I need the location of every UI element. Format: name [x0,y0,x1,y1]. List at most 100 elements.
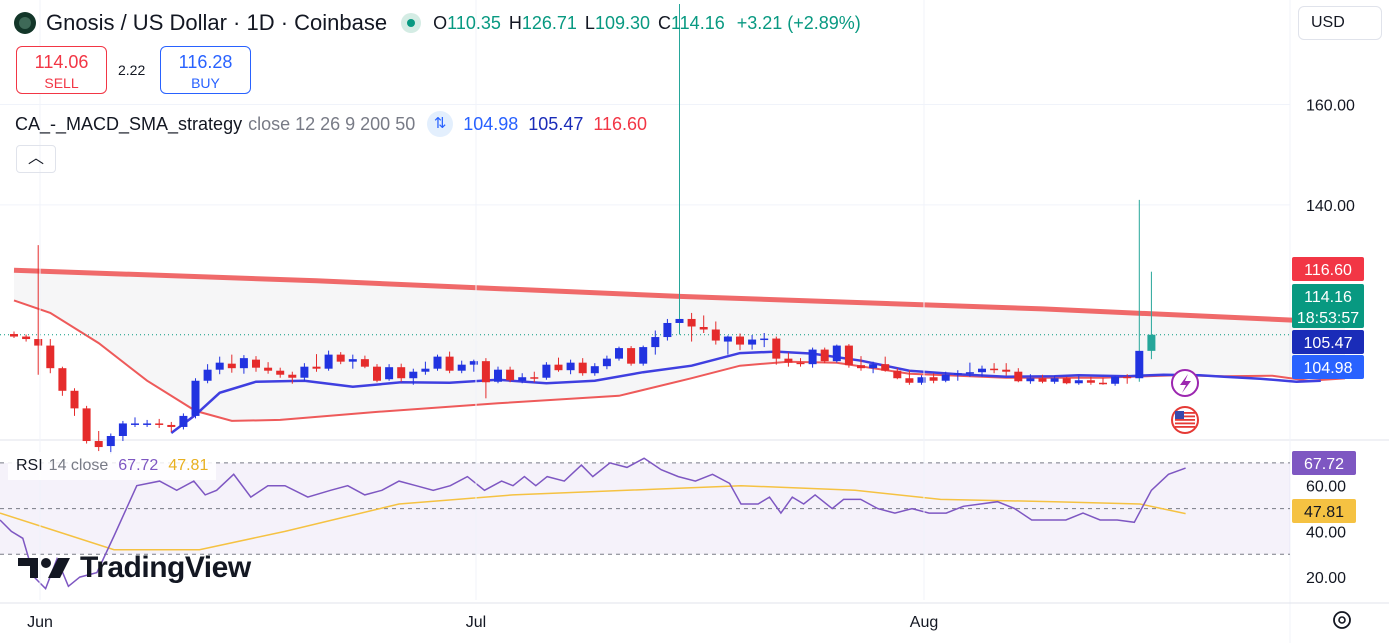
candle[interactable] [348,354,357,369]
candle[interactable] [469,359,478,372]
candle[interactable] [784,352,793,367]
candle[interactable] [639,345,648,366]
candle[interactable] [143,419,152,427]
candle[interactable] [844,344,853,368]
candle[interactable] [675,4,684,335]
candle[interactable] [1074,375,1083,385]
strategy-legend[interactable]: CA_-_MACD_SMA_strategy close 12 26 9 200… [15,111,647,137]
candle[interactable] [917,375,926,385]
candle[interactable] [699,315,708,334]
candle[interactable] [22,334,31,342]
us-flag-icon[interactable] [1171,406,1199,434]
candle[interactable] [542,362,551,380]
candle[interactable] [1002,363,1011,376]
candle[interactable] [506,366,515,383]
candle[interactable] [566,359,575,375]
candle[interactable] [118,420,127,442]
gear-icon[interactable] [1333,611,1351,629]
candle[interactable] [796,358,805,367]
candle[interactable] [94,430,103,452]
candle[interactable] [1099,377,1107,385]
candle[interactable] [457,360,466,374]
candle[interactable] [1014,368,1023,383]
candle[interactable] [179,413,188,430]
candle[interactable] [1026,374,1035,384]
candle[interactable] [385,364,394,381]
candle[interactable] [723,335,732,355]
candle[interactable] [409,368,418,385]
candle[interactable] [1135,199,1144,382]
candle[interactable] [711,321,720,345]
candle[interactable] [929,373,938,384]
candle[interactable] [288,371,297,384]
candle[interactable] [663,318,672,341]
candle[interactable] [445,351,454,374]
candle[interactable] [239,355,248,374]
symbol-title[interactable]: Gnosis / US Dollar · 1D · Coinbase [46,10,388,35]
candle[interactable] [167,421,176,432]
candle[interactable] [687,312,696,342]
candle[interactable] [905,370,914,385]
strategy-arrows-icon[interactable]: ⇅ [427,111,454,137]
candle[interactable] [312,354,321,372]
candle[interactable] [1062,376,1071,385]
candle[interactable] [203,364,212,384]
candle[interactable] [554,357,563,372]
candle[interactable] [748,335,757,350]
candle[interactable] [1147,271,1156,360]
candle[interactable] [578,358,587,376]
candle[interactable] [1050,375,1059,384]
candle[interactable] [481,358,490,399]
candle[interactable] [627,346,636,366]
candle[interactable] [518,373,527,384]
candle[interactable] [227,354,236,373]
candle[interactable] [893,368,902,380]
candle[interactable] [191,378,200,419]
candle[interactable] [832,344,841,363]
buy-button[interactable]: 116.28 BUY [160,46,251,94]
candle[interactable] [881,356,890,372]
flash-icon[interactable] [1171,369,1199,397]
candle[interactable] [978,365,986,377]
candle[interactable] [808,347,817,368]
candle[interactable] [990,363,999,374]
candle[interactable] [590,363,599,376]
sell-button[interactable]: 114.06 SELL [16,46,107,94]
currency-selector[interactable]: USD [1298,6,1382,40]
collapse-legend-button[interactable]: ︿ [16,145,56,173]
candle[interactable] [46,339,55,374]
candle[interactable] [276,367,285,378]
candle[interactable] [360,355,369,369]
candle[interactable] [615,346,623,361]
candle[interactable] [70,388,79,416]
candle[interactable] [34,245,43,375]
candle[interactable] [760,333,769,348]
candle[interactable] [397,363,406,382]
candle[interactable] [953,370,962,381]
candle[interactable] [433,354,442,371]
candle[interactable] [421,361,430,375]
candle[interactable] [494,366,502,384]
candle[interactable] [857,356,865,371]
candle[interactable] [1111,375,1120,386]
candle[interactable] [10,331,18,339]
candle[interactable] [965,362,974,377]
candle[interactable] [651,330,660,355]
candle[interactable] [155,418,164,428]
candle[interactable] [736,333,744,351]
candle[interactable] [336,352,345,365]
candle[interactable] [373,364,381,383]
candle[interactable] [1086,376,1095,385]
candle[interactable] [324,350,333,371]
candle[interactable] [530,371,539,383]
candle[interactable] [215,356,224,375]
candle[interactable] [772,336,781,365]
candle[interactable] [1123,374,1132,384]
candle[interactable] [58,366,67,396]
candle[interactable] [941,371,950,383]
candle[interactable] [602,355,611,370]
candle[interactable] [820,347,829,364]
tradingview-logo[interactable]: TradingView [18,550,251,586]
candle[interactable] [300,363,309,381]
